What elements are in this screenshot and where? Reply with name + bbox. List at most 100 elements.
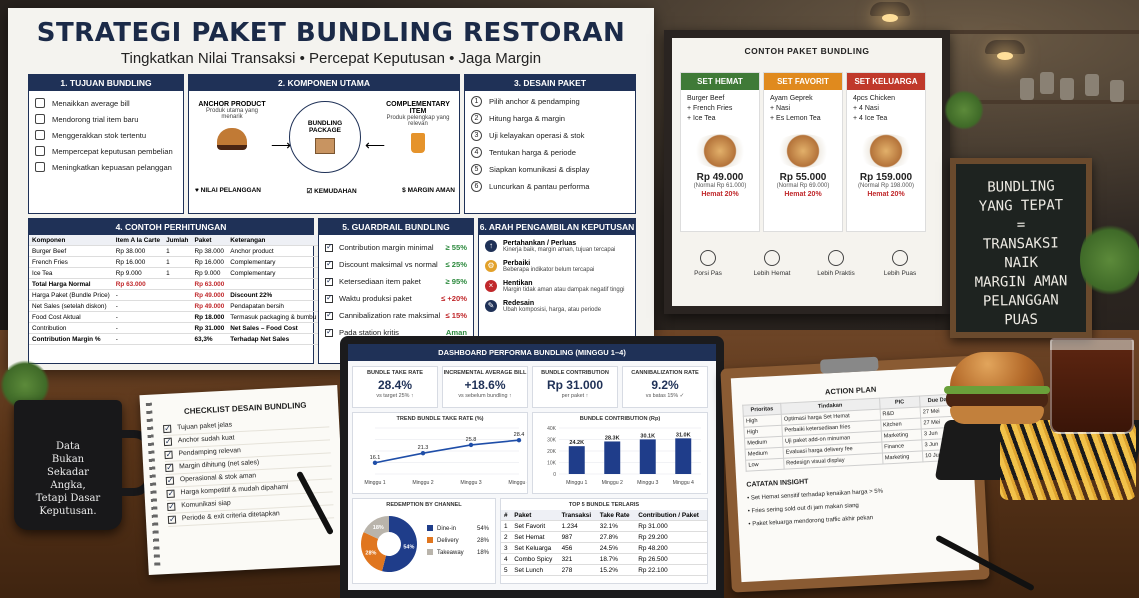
- food-plate-image: [773, 134, 833, 168]
- benefit-porsi: Porsi Pas: [676, 250, 740, 277]
- decision-item: ⚙ Perbaiki Beberapa indikator belum terca…: [479, 255, 635, 275]
- pendant-lamp: [985, 40, 1025, 60]
- tujuan-header: 1. TUJUAN BUNDLING: [29, 75, 183, 91]
- bag-icon: [828, 250, 844, 266]
- contribution-bar: [639, 439, 656, 474]
- burger-icon: [217, 128, 247, 150]
- contribution-bar: [675, 438, 692, 474]
- bar-data-label: 24.2K: [569, 440, 584, 446]
- dashboard-screen: DASHBOARD PERFORMA BUNDLING (MINGGU 1–4)…: [348, 344, 716, 590]
- wallet-icon: [764, 250, 780, 266]
- x-tick-label: Minggu 2: [412, 480, 433, 486]
- slice-data-label: 54%: [403, 545, 414, 551]
- contribution-bar: [604, 441, 621, 474]
- chart-icon: [35, 98, 45, 108]
- list-item: 5 Siapkan komunikasi & display: [465, 161, 635, 178]
- jar: [1110, 80, 1124, 102]
- iced-tea-glass: [1050, 338, 1134, 434]
- jar: [1020, 78, 1034, 100]
- kpi-card: CANNIBALIZATION RATE 9.2% vs batas 15% ✓: [622, 366, 708, 408]
- list-item: 4 Tentukan harga & periode: [465, 144, 635, 161]
- benefit-hemat: Lebih Hemat: [740, 250, 804, 277]
- table-row: Food Cost Aktual - Rp 18.000 Termasuk packa…: [29, 311, 320, 323]
- list-item: Mendorong trial item baru: [29, 111, 183, 127]
- table-row: 4 Combo Spicy 321 18.7% Rp 26.500: [501, 553, 707, 565]
- table-row: Net Sales (setelah diskon) - Rp 49.000 Pend…: [29, 300, 320, 312]
- trend-point: [420, 451, 426, 456]
- checkbox-icon: [163, 424, 172, 434]
- anchor-product: ANCHOR PRODUCT Produk utama yang menarik: [197, 101, 267, 150]
- list-item: Menaikkan average bill: [29, 95, 183, 111]
- legend-label: Delivery: [437, 538, 459, 544]
- table-row: Contribution Margin % -63,3% Terhadap Net …: [29, 333, 320, 345]
- contribution-bar: [568, 446, 585, 474]
- legend-label: Takeaway: [437, 550, 464, 556]
- action-plan-table: Prioritas Tindakan PIC Due Date High Optimas…: [742, 393, 963, 472]
- x-tick-label: Minggu 3: [637, 480, 658, 486]
- decision-item: ✎ Redesain Ubah komposisi, harga, atau pe…: [479, 295, 635, 315]
- arrow-left-icon: ⟵: [365, 137, 386, 153]
- donut-slice: [382, 516, 417, 572]
- list-item: 1 Pilih anchor & pendamping: [465, 93, 635, 110]
- list-item: Discount maksimal vs normal≤ 25%: [319, 256, 473, 273]
- legend-value: 28%: [477, 538, 490, 544]
- jar: [1085, 74, 1099, 96]
- wrench-icon: ⚙: [485, 260, 497, 272]
- guardrail-header: 5. GUARDRAIL BUNDLING: [319, 219, 473, 235]
- pendant-lamp: [870, 2, 910, 22]
- list-item: Waktu produksi paket≤ +20%: [319, 290, 473, 307]
- bar-data-label: 28.3K: [605, 435, 620, 441]
- list-item: Menggerakkan stok tertentu: [29, 127, 183, 143]
- arrow-right-icon: ⟶: [271, 137, 292, 153]
- potted-plant: [1080, 220, 1139, 300]
- decision-item: × Hentikan Margin tidak aman atau dampak …: [479, 275, 635, 295]
- keputusan-header: 6. ARAH PENGAMBILAN KEPUTUSAN: [479, 219, 635, 235]
- contribution-bar-chart: 0 10K 20K 30K 40K 24.2K Minggu 1 28.3K Minggu 2 3…: [547, 426, 701, 486]
- komponen-card: 2. KOMPONEN UTAMA ANCHOR PRODUCT Produk …: [188, 74, 460, 214]
- perhitungan-card: 4. CONTOH PERHITUNGAN Komponen Item A la …: [28, 218, 320, 364]
- redemption-donut-chart: 54% Dine-in 54% 28% Delivery 28% 18% Takeaway 18…: [361, 516, 490, 572]
- redemption-panel: REDEMPTION BY CHANNEL 54% Dine-in 54% 28% De…: [352, 498, 496, 584]
- checkbox-icon: [325, 293, 333, 303]
- jar: [1060, 78, 1074, 100]
- dashboard-title: DASHBOARD PERFORMA BUNDLING (MINGGU 1–4): [348, 344, 716, 361]
- contribution-chart-panel: BUNDLE CONTRIBUTION (Rp) 0 10K 20K 30K 40K 24…: [532, 412, 708, 494]
- perhitungan-header: 4. CONTOH PERHITUNGAN: [29, 219, 313, 235]
- menu-title: CONTOH PAKET BUNDLING: [744, 46, 870, 56]
- top5-panel: TOP 5 BUNDLE TERLARIS # Paket Transaksi Tak…: [500, 498, 708, 584]
- food-plate-image: [690, 134, 750, 168]
- table-row: Contribution - Rp 31.000 Net Sales – Food C…: [29, 322, 320, 334]
- portion-icon: [700, 250, 716, 266]
- list-item: Mempercepat keputusan pembelian: [29, 143, 183, 159]
- menu-board: CONTOH PAKET BUNDLING SET HEMAT Burger B…: [664, 30, 950, 314]
- checkbox-icon: [325, 327, 333, 337]
- package-card: SET KELUARGA 4pcs Chicken + 4 Nasi + 4 Ice…: [846, 72, 926, 232]
- list-item: Meningkatkan kepuasan pelanggan: [29, 159, 183, 175]
- trend-data-label: 28.4: [514, 432, 525, 438]
- benefit-puas: Lebih Puas: [868, 250, 932, 277]
- box-icon: [35, 130, 45, 140]
- pencil-icon: ✎: [485, 300, 497, 312]
- checkbox-icon: [165, 476, 175, 486]
- package-card: SET HEMAT Burger Beef + French Fries + Ice…: [680, 72, 760, 232]
- stop-icon: ×: [485, 280, 497, 292]
- poster-title: STRATEGI PAKET BUNDLING RESTORAN: [36, 18, 626, 48]
- shelf: [940, 30, 1139, 34]
- calculation-table: Komponen Item A la Carte Jumlah Paket Ketera…: [29, 235, 320, 345]
- checkbox-icon: [325, 310, 333, 320]
- checkbox-icon: [167, 515, 177, 524]
- checklist-notebook: CHECKLIST DESAIN BUNDLING Tujuan paket j…: [139, 384, 347, 576]
- tujuan-card: 1. TUJUAN BUNDLING Menaikkan average bil…: [28, 74, 184, 214]
- decision-item: ↑ Pertahankan / Perluas Kinerja baik, mar…: [479, 235, 635, 255]
- top5-table: # Paket Transaksi Take Rate Contribution / P…: [501, 510, 707, 576]
- donut-slice: [361, 532, 387, 572]
- table-row: 1 Set Favorit 1.234 32.1% Rp 31.000: [501, 520, 707, 532]
- legend-swatch: [427, 525, 433, 531]
- benefit-row: ♥ NILAI PELANGGAN ☑ KEMUDAHAN $ MARGIN A…: [195, 187, 455, 195]
- table-row: French Fries Rp 16.000 1 Rp 16.000 Complemen…: [29, 256, 320, 268]
- trend-line-chart: 16.1 Minggu 1 21.3 Minggu 2 25.8 Minggu 3 28.4…: [364, 427, 530, 486]
- list-item: Contribution margin minimal≥ 55%: [319, 239, 473, 256]
- package-card: SET FAVORIT Ayam Geprek + Nasi + Es Lemon …: [763, 72, 843, 232]
- slice-data-label: 18%: [373, 525, 384, 531]
